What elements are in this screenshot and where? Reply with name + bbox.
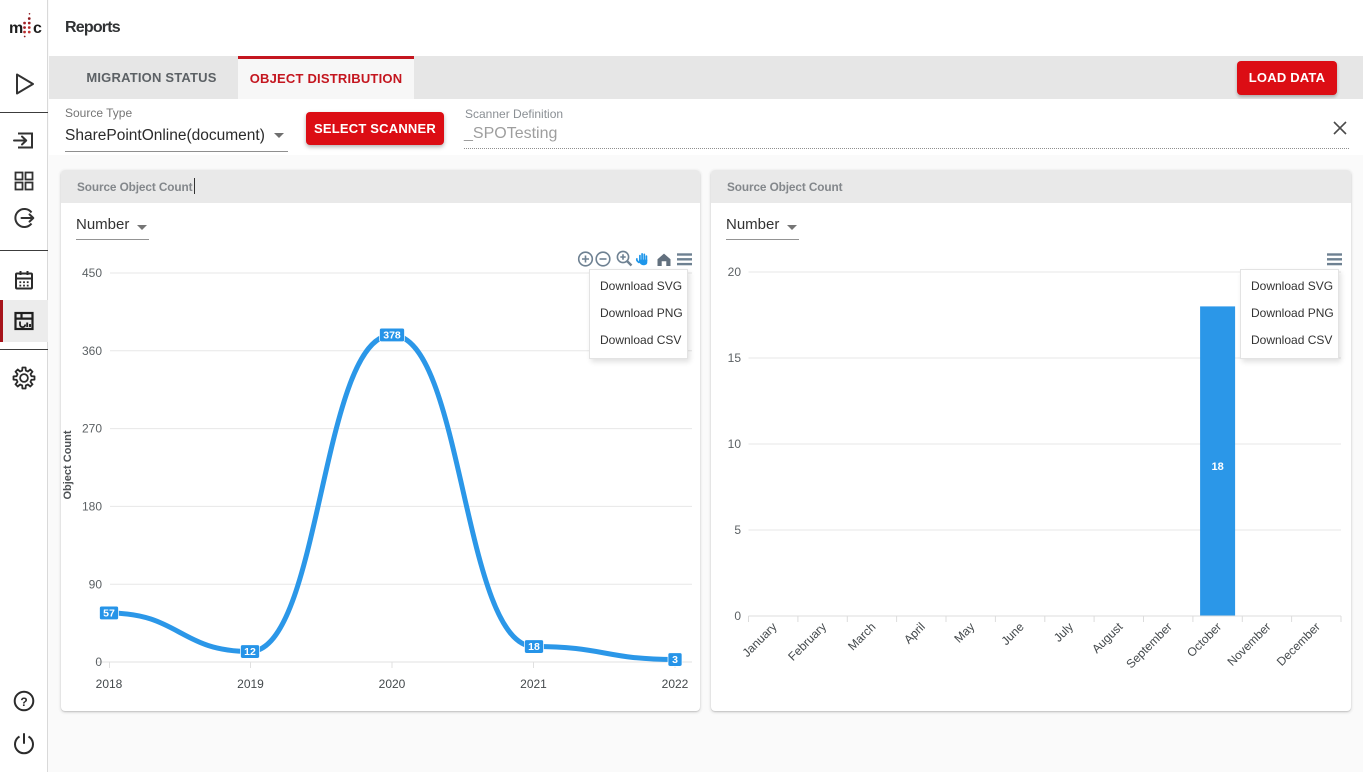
svg-text:2018: 2018 xyxy=(96,677,123,691)
svg-text:0: 0 xyxy=(95,655,102,669)
svg-text:10: 10 xyxy=(728,437,742,451)
svg-text:450: 450 xyxy=(82,266,102,280)
svg-text:90: 90 xyxy=(89,577,103,591)
svg-text:?: ? xyxy=(20,695,27,709)
svg-text:18: 18 xyxy=(1211,461,1223,473)
svg-text:m: m xyxy=(9,20,23,37)
svg-text:2020: 2020 xyxy=(379,677,406,691)
svg-text:2021: 2021 xyxy=(520,677,547,691)
svg-text:15: 15 xyxy=(728,351,742,365)
svg-text:March: March xyxy=(845,620,878,653)
svg-text:November: November xyxy=(1224,620,1273,669)
svg-text:5: 5 xyxy=(734,523,741,537)
svg-text:2019: 2019 xyxy=(237,677,264,691)
svg-text:12: 12 xyxy=(244,646,256,658)
svg-text:May: May xyxy=(951,620,977,646)
svg-text:October: October xyxy=(1184,620,1224,660)
svg-text:c: c xyxy=(33,20,42,37)
svg-text:18: 18 xyxy=(528,641,540,653)
svg-text:June: June xyxy=(998,619,1027,648)
svg-text:270: 270 xyxy=(82,422,102,436)
svg-text:360: 360 xyxy=(82,344,102,358)
svg-text:July: July xyxy=(1051,620,1076,645)
svg-text:Object Count: Object Count xyxy=(62,430,74,499)
svg-text:2022: 2022 xyxy=(662,677,689,691)
svg-text:September: September xyxy=(1123,620,1174,671)
svg-text:December: December xyxy=(1274,620,1323,669)
svg-text:January: January xyxy=(740,620,780,660)
svg-text:February: February xyxy=(785,620,829,664)
svg-text:3: 3 xyxy=(672,654,678,666)
svg-text:August: August xyxy=(1089,619,1126,656)
svg-text:57: 57 xyxy=(103,608,115,620)
svg-text:378: 378 xyxy=(383,330,401,342)
svg-text:April: April xyxy=(901,620,928,647)
svg-text:0: 0 xyxy=(734,609,741,623)
svg-text:20: 20 xyxy=(728,265,742,279)
svg-text:180: 180 xyxy=(82,499,102,513)
